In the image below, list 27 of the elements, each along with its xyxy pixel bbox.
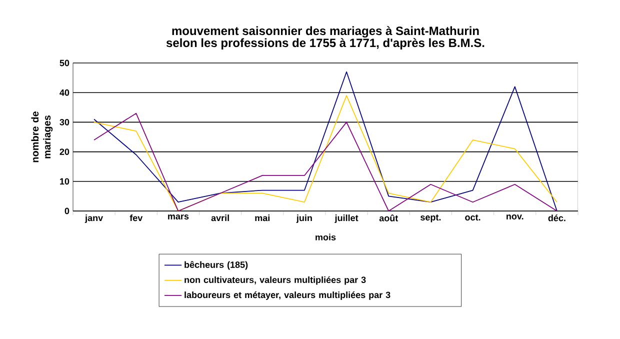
y-tick-label: 50	[60, 60, 70, 66]
x-tick-label: avril	[211, 214, 229, 222]
line-series	[94, 71, 558, 211]
x-tick-label: mai	[255, 214, 270, 222]
y-axis-title: nombre de mariages	[31, 112, 53, 162]
x-tick-label: juin	[296, 214, 312, 223]
y-tick-label: 40	[60, 89, 70, 96]
line-series	[94, 95, 558, 211]
x-axis-title: mois	[316, 234, 336, 240]
line-series	[94, 112, 558, 211]
y-tick-label: 0	[64, 208, 70, 214]
chart-title: mouvement saisonnier des mariages à Saint-Mathurin selon les professions de 1755 à 1771, d'après les B.M.S.	[166, 26, 484, 50]
x-tick-label: déc.	[548, 214, 566, 222]
legend-label: laboureurs et métayer, valeurs multipliées par 3	[184, 291, 390, 300]
x-tick-label: oct.	[465, 214, 480, 220]
x-tick-label: nov.	[506, 214, 524, 220]
x-tick-label: sept.	[420, 214, 441, 222]
legend-label: bêcheurs (185)	[184, 261, 248, 270]
y-tick-label: 20	[60, 148, 70, 155]
y-tick-label: 30	[60, 119, 70, 126]
y-tick-label: 10	[60, 178, 70, 185]
x-tick-label: juillet	[334, 214, 358, 223]
x-tick-label: janv	[84, 214, 104, 223]
legend-label: non cultivateurs, valeurs multipliées par 3	[184, 276, 366, 285]
x-tick-label: août	[379, 214, 398, 222]
x-tick-label: mars	[168, 214, 189, 220]
x-tick-label: fev	[130, 214, 143, 222]
